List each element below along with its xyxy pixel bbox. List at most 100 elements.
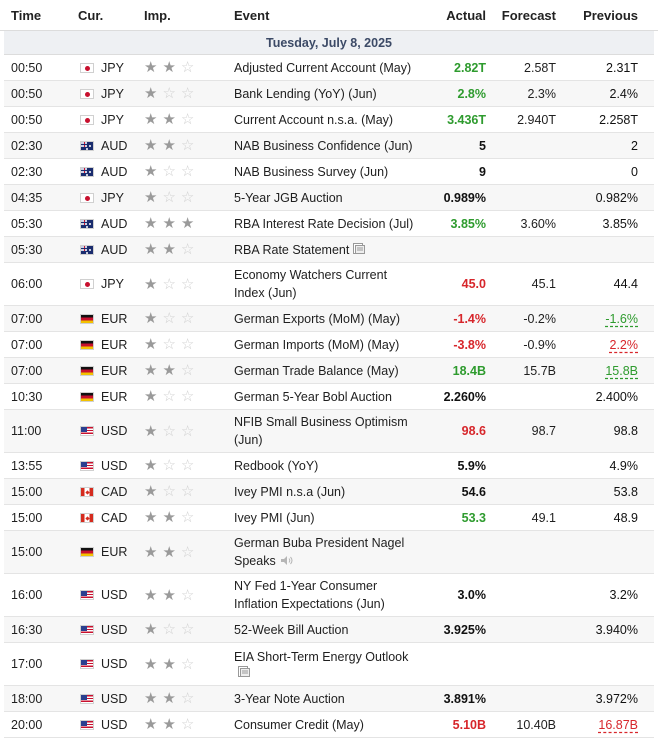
table-row[interactable]: 00:50 JPY ★ ☆ ☆ Bank Lending (YoY) (Jun) 2.8% 2… (4, 81, 654, 107)
header-previous[interactable]: Previous (583, 7, 638, 23)
event-name[interactable]: NY Fed 1-Year Consumer Inflation Expecta… (234, 579, 385, 611)
event-name[interactable]: Adjusted Current Account (May) (234, 60, 412, 75)
table-row[interactable]: 16:00 USD ★ ★ ☆ NY Fed 1-Year Consumer Inflat… (4, 574, 654, 617)
event-name[interactable]: RBA Rate Statement (234, 242, 350, 257)
event-cell[interactable]: NFIB Small Business Optimism (Jun) (224, 413, 414, 449)
table-row[interactable]: 20:00 USD ★ ★ ☆ Consumer Credit (May) 5.10B 10.… (4, 712, 654, 738)
event-cell[interactable]: NAB Business Survey (Jun) (224, 163, 414, 181)
header-importance[interactable]: Imp. (144, 7, 171, 23)
previous-cell: 16.87B (556, 718, 638, 732)
document-icon[interactable] (238, 666, 250, 680)
importance-stars: ★ ★ ★ (134, 216, 224, 231)
flag-us-icon (80, 624, 94, 635)
event-name[interactable]: Consumer Credit (May) (234, 717, 364, 732)
event-cell[interactable]: German Exports (MoM) (May) (224, 310, 414, 328)
table-row[interactable]: 06:00 JPY ★ ☆ ☆ Economy Watchers Current Inde… (4, 263, 654, 306)
event-name[interactable]: Current Account n.s.a. (May) (234, 112, 394, 127)
event-cell[interactable]: Ivey PMI (Jun) (224, 509, 414, 527)
event-cell[interactable]: 5-Year JGB Auction (224, 189, 414, 207)
event-name[interactable]: Ivey PMI n.s.a (Jun) (234, 484, 346, 499)
table-row[interactable]: 04:35 JPY ★ ☆ ☆ 5-Year JGB Auction 0.989% 0.982… (4, 185, 654, 211)
event-cell[interactable]: Current Account n.s.a. (May) (224, 111, 414, 129)
table-row[interactable]: 15:00 CAD ★ ★ ☆ Ivey PMI (Jun) 53.3 49.1 48.9 (4, 505, 654, 531)
event-name[interactable]: German Trade Balance (May) (234, 363, 399, 378)
event-name[interactable]: RBA Interest Rate Decision (Jul) (234, 216, 414, 231)
table-row[interactable]: 07:00 EUR ★ ☆ ☆ German Exports (MoM) (May) -1.… (4, 306, 654, 332)
event-cell[interactable]: 52-Week Bill Auction (224, 621, 414, 639)
table-row[interactable]: 00:50 JPY ★ ★ ☆ Current Account n.s.a. (May) 3… (4, 107, 654, 133)
event-cell[interactable]: RBA Rate Statement (224, 241, 414, 259)
event-name[interactable]: EIA Short-Term Energy Outlook (234, 649, 409, 664)
table-row[interactable]: 17:00 USD ★ ★ ☆ EIA Short-Term Energy Outlook (4, 643, 654, 686)
table-row[interactable]: 13:55 USD ★ ☆ ☆ Redbook (YoY) 5.9% 4.9% (4, 453, 654, 479)
table-row[interactable]: 11:00 USD ★ ☆ ☆ NFIB Small Business Optimism … (4, 410, 654, 453)
event-cell[interactable]: Economy Watchers Current Index (Jun) (224, 266, 414, 302)
star-icon: ☆ (180, 457, 195, 474)
event-cell[interactable]: NAB Business Confidence (Jun) (224, 137, 414, 155)
table-row[interactable]: 15:00 EUR ★ ★ ☆ German Buba President Nagel S… (4, 531, 654, 574)
currency-cell: CAD (68, 485, 134, 499)
event-cell[interactable]: NY Fed 1-Year Consumer Inflation Expecta… (224, 577, 414, 613)
table-row[interactable]: 02:30 AUD ★ ☆ ☆ NAB Business Survey (Jun) 9 0 (4, 159, 654, 185)
event-cell[interactable]: Consumer Credit (May) (224, 716, 414, 734)
table-row[interactable]: 16:30 USD ★ ☆ ☆ 52-Week Bill Auction 3.925% 3.9… (4, 617, 654, 643)
table-row[interactable]: 00:50 JPY ★ ★ ☆ Adjusted Current Account (May… (4, 55, 654, 81)
event-cell[interactable]: EIA Short-Term Energy Outlook (224, 648, 414, 681)
event-cell[interactable]: Ivey PMI n.s.a (Jun) (224, 483, 414, 501)
event-cell[interactable]: German Imports (MoM) (May) (224, 336, 414, 354)
previous-value: 3.2% (609, 588, 639, 602)
event-cell[interactable]: 3-Year Note Auction (224, 690, 414, 708)
previous-value: 53.8 (613, 484, 638, 499)
currency-cell: JPY (68, 113, 134, 127)
event-cell[interactable]: Redbook (YoY) (224, 457, 414, 475)
currency-code: JPY (101, 190, 124, 205)
event-name[interactable]: NAB Business Survey (Jun) (234, 164, 389, 179)
previous-cell: -1.6% (556, 312, 638, 326)
table-row[interactable]: 07:00 EUR ★ ☆ ☆ German Imports (MoM) (May) -3.… (4, 332, 654, 358)
currency-cell: JPY (68, 277, 134, 291)
event-name[interactable]: 52-Week Bill Auction (234, 622, 349, 637)
document-icon[interactable] (353, 243, 366, 257)
event-name[interactable]: Economy Watchers Current Index (Jun) (234, 268, 388, 300)
event-name[interactable]: 5-Year JGB Auction (234, 190, 343, 205)
event-name[interactable]: Redbook (YoY) (234, 458, 319, 473)
event-name[interactable]: German Exports (MoM) (May) (234, 311, 400, 326)
event-name[interactable]: NAB Business Confidence (Jun) (234, 138, 413, 153)
previous-value: 2.31T (606, 60, 638, 75)
currency-code: CAD (101, 484, 128, 499)
table-row[interactable]: 18:00 USD ★ ★ ☆ 3-Year Note Auction 3.891% 3.97… (4, 686, 654, 712)
event-cell[interactable]: German 5-Year Bobl Auction (224, 388, 414, 406)
table-row[interactable]: 05:30 AUD ★ ★ ★ RBA Interest Rate Decision (J… (4, 211, 654, 237)
currency-code: USD (101, 458, 128, 473)
table-row[interactable]: 07:00 EUR ★ ★ ☆ German Trade Balance (May) 18.… (4, 358, 654, 384)
event-name[interactable]: German Buba President Nagel Speaks (234, 536, 405, 568)
forecast-value: 2.58T (524, 60, 556, 75)
speaker-icon[interactable] (280, 555, 293, 569)
header-event[interactable]: Event (234, 7, 270, 23)
event-cell[interactable]: German Trade Balance (May) (224, 362, 414, 380)
event-cell[interactable]: German Buba President Nagel Speaks (224, 534, 414, 570)
table-row[interactable]: 15:00 CAD ★ ☆ ☆ Ivey PMI n.s.a (Jun) 54.6 53.8 (4, 479, 654, 505)
table-row[interactable]: 10:30 EUR ★ ☆ ☆ German 5-Year Bobl Auction 2.2… (4, 384, 654, 410)
star-icon: ★ (144, 543, 158, 561)
header-actual[interactable]: Actual (446, 7, 486, 23)
flag-us-icon (80, 426, 94, 436)
event-name[interactable]: 3-Year Note Auction (234, 691, 345, 706)
event-time: 16:30 (11, 622, 43, 637)
event-cell[interactable]: RBA Interest Rate Decision (Jul) (224, 215, 414, 233)
event-name[interactable]: German 5-Year Bobl Auction (234, 389, 392, 404)
table-row[interactable]: 05:30 AUD ★ ★ ☆ RBA Rate Statement (4, 237, 654, 263)
header-currency[interactable]: Cur. (78, 7, 104, 23)
event-name[interactable]: Bank Lending (YoY) (Jun) (234, 86, 377, 101)
event-cell[interactable]: Adjusted Current Account (May) (224, 59, 414, 77)
header-time[interactable]: Time (11, 7, 42, 23)
star-icon: ★ (144, 422, 158, 440)
header-forecast[interactable]: Forecast (501, 7, 556, 23)
star-icon: ★ (144, 85, 158, 102)
event-time: 11:00 (11, 424, 42, 438)
event-name[interactable]: German Imports (MoM) (May) (234, 337, 400, 352)
event-cell[interactable]: Bank Lending (YoY) (Jun) (224, 85, 414, 103)
table-row[interactable]: 02:30 AUD ★ ★ ☆ NAB Business Confidence (Jun)… (4, 133, 654, 159)
event-name[interactable]: Ivey PMI (Jun) (234, 510, 315, 525)
event-name[interactable]: NFIB Small Business Optimism (Jun) (234, 415, 408, 447)
